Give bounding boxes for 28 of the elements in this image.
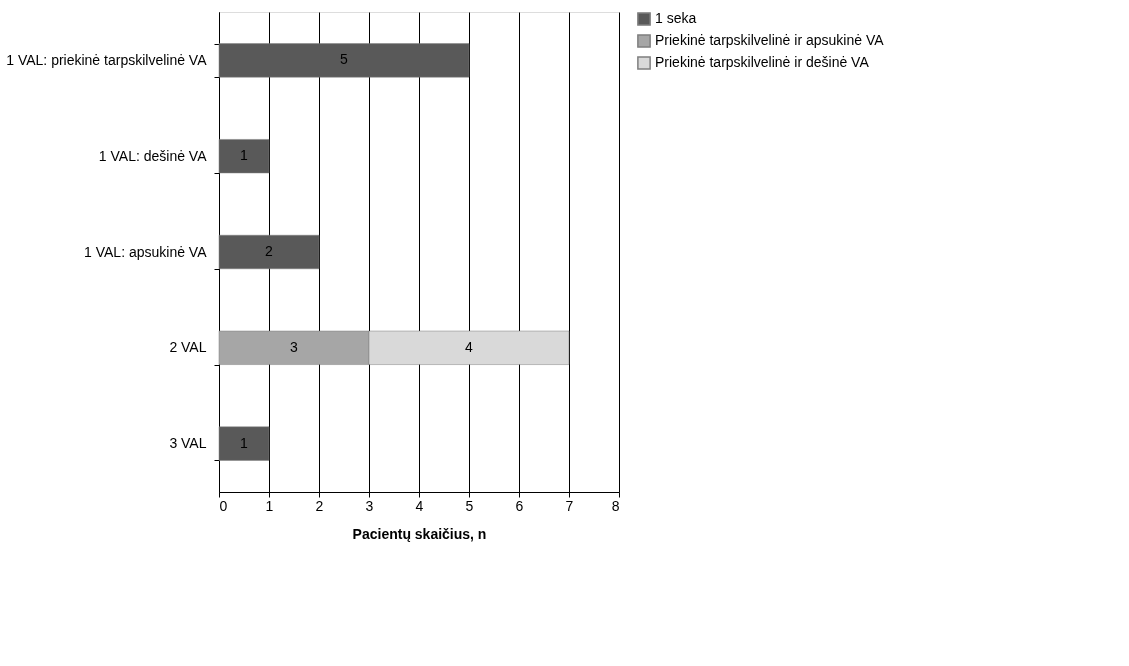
- x-tick-label: 7: [565, 497, 574, 514]
- x-tick-label: 2: [315, 497, 324, 514]
- data-label: 5: [340, 51, 349, 68]
- x-axis-title: Pacientų skaičius, n: [352, 525, 487, 542]
- data-label: 2: [265, 243, 274, 259]
- x-tick-label: 4: [415, 497, 424, 514]
- x-tick-label: 0: [219, 497, 228, 514]
- data-label: 3: [290, 338, 299, 355]
- y-tick-label: 1 VAL: dešinė VA: [98, 147, 208, 164]
- x-tick-label: 8: [611, 497, 620, 514]
- legend-label: 1 seka: [655, 10, 697, 26]
- x-tick-label: 5: [465, 497, 474, 514]
- y-tick-label: 1 VAL: apsukinė VA: [84, 243, 208, 260]
- legend-label: Priekinė tarpskilvelinė ir apsukinė VA: [655, 32, 885, 48]
- bar: [218, 139, 270, 174]
- y-tick-label: 3 VAL: [169, 435, 207, 452]
- bar: [218, 234, 320, 270]
- legend-label: Priekinė tarpskilvelinė ir dešinė VA: [655, 54, 870, 70]
- y-tick-label: 1 VAL: priekinė tarpskilvelinė VA: [6, 51, 208, 68]
- bar: [218, 426, 270, 461]
- bar: [218, 43, 470, 78]
- y-tick-label: 2 VAL: [169, 339, 207, 356]
- x-tick-label: 6: [515, 497, 524, 514]
- data-label: 1: [240, 147, 249, 164]
- x-tick-label: 1: [265, 497, 274, 514]
- x-tick-label: 3: [365, 497, 374, 514]
- data-label: 4: [465, 338, 474, 355]
- data-label: 1: [240, 434, 249, 451]
